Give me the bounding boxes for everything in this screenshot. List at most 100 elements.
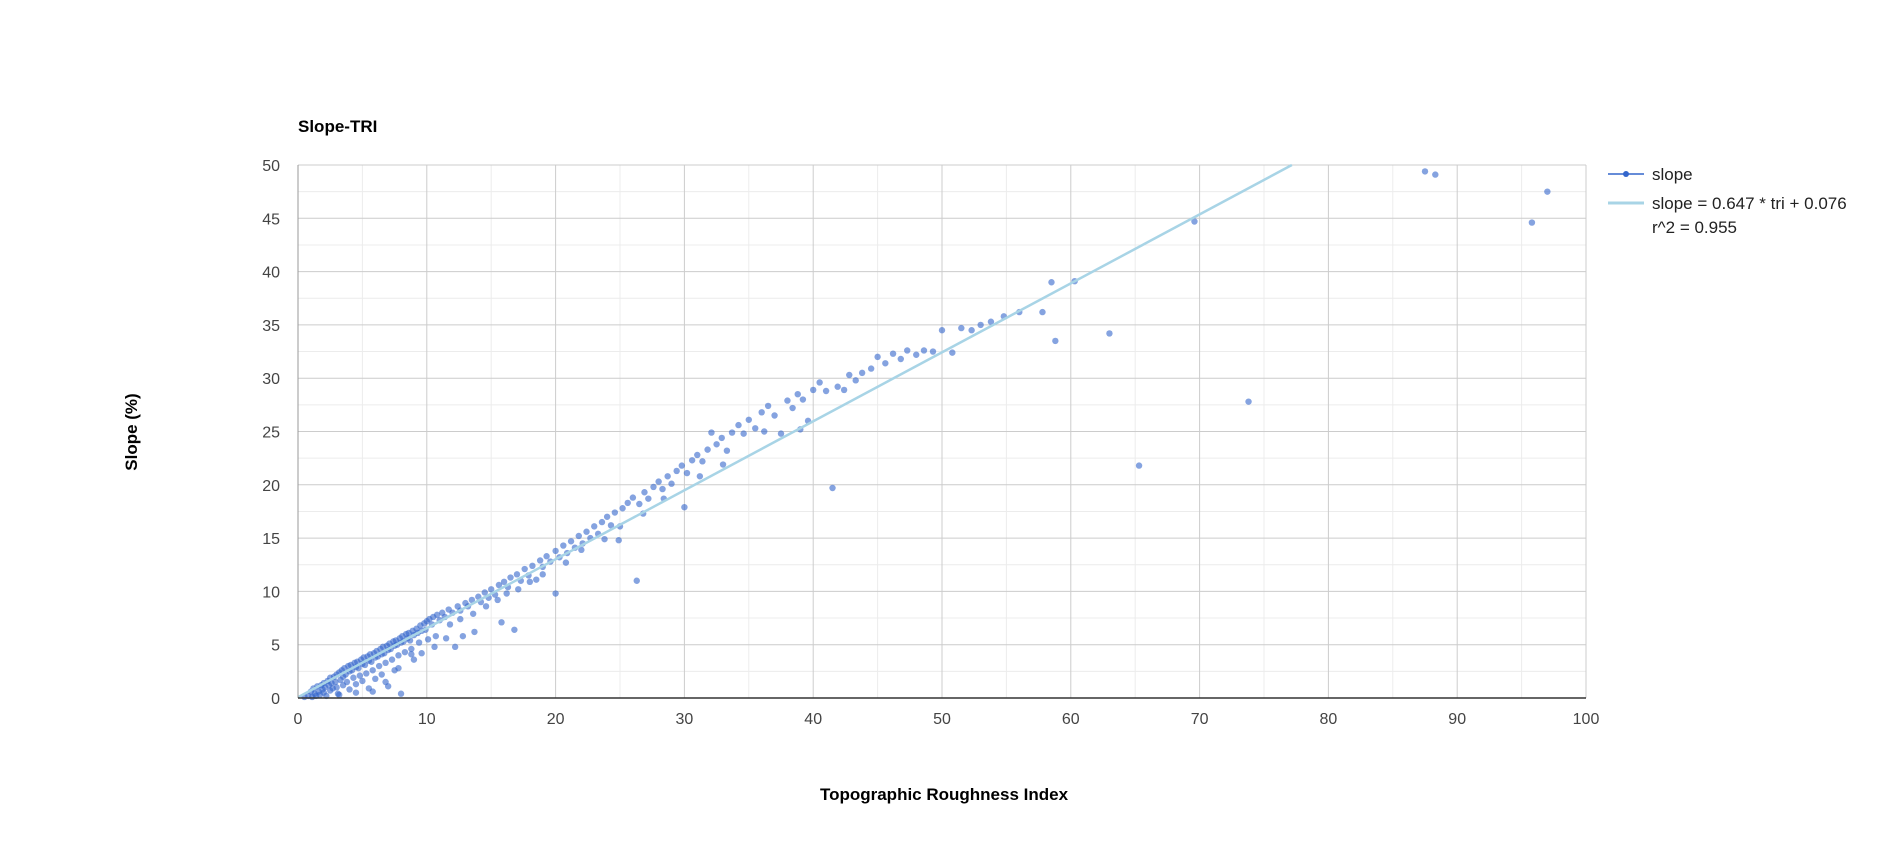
data-point[interactable] <box>822 387 830 395</box>
data-point[interactable] <box>601 535 608 543</box>
data-point[interactable] <box>938 327 946 334</box>
data-point[interactable] <box>867 365 875 372</box>
data-point[interactable] <box>560 542 567 549</box>
data-point[interactable] <box>1528 219 1536 226</box>
data-point[interactable] <box>784 397 791 404</box>
data-point[interactable] <box>369 688 376 695</box>
data-point[interactable] <box>745 416 752 423</box>
data-point[interactable] <box>433 611 441 619</box>
data-point[interactable] <box>382 659 389 667</box>
data-point[interactable] <box>481 589 488 596</box>
data-point[interactable] <box>552 590 559 597</box>
data-point[interactable] <box>583 528 590 535</box>
data-point[interactable] <box>718 434 725 442</box>
data-point[interactable] <box>375 662 383 670</box>
data-point[interactable] <box>352 689 360 696</box>
data-point[interactable] <box>874 353 881 361</box>
data-point[interactable] <box>468 596 476 604</box>
data-point[interactable] <box>591 523 598 530</box>
data-point[interactable] <box>471 628 478 636</box>
data-point[interactable] <box>424 636 432 643</box>
data-point[interactable] <box>1245 398 1252 405</box>
data-point[interactable] <box>777 430 785 437</box>
data-point[interactable] <box>457 615 464 623</box>
data-point[interactable] <box>735 421 742 429</box>
data-point[interactable] <box>575 532 582 540</box>
data-point[interactable] <box>372 675 379 683</box>
data-point[interactable] <box>603 513 611 520</box>
data-point[interactable] <box>356 672 364 679</box>
data-point[interactable] <box>858 369 866 377</box>
data-point[interactable] <box>494 596 501 604</box>
data-point[interactable] <box>977 321 984 329</box>
data-point[interactable] <box>968 327 975 334</box>
data-point[interactable] <box>913 351 920 358</box>
data-point[interactable] <box>673 467 680 475</box>
data-point[interactable] <box>401 648 409 656</box>
data-point[interactable] <box>761 428 768 435</box>
data-point[interactable] <box>615 537 622 544</box>
data-point[interactable] <box>382 678 389 686</box>
data-point[interactable] <box>350 674 357 681</box>
data-point[interactable] <box>696 473 704 480</box>
data-point[interactable] <box>352 680 360 688</box>
data-point[interactable] <box>840 386 848 394</box>
data-point[interactable] <box>451 643 459 651</box>
data-point[interactable] <box>704 446 711 453</box>
data-point[interactable] <box>469 610 477 617</box>
data-point[interactable] <box>752 425 759 432</box>
data-point[interactable] <box>1421 168 1429 175</box>
data-point[interactable] <box>633 577 640 584</box>
data-point[interactable] <box>758 409 765 416</box>
data-point[interactable] <box>846 371 853 379</box>
data-point[interactable] <box>629 494 637 501</box>
data-point[interactable] <box>678 462 686 469</box>
data-point[interactable] <box>688 457 696 464</box>
data-point[interactable] <box>446 621 454 628</box>
data-point[interactable] <box>929 348 937 355</box>
data-point[interactable] <box>650 483 657 491</box>
data-point[interactable] <box>713 441 720 448</box>
data-point[interactable] <box>408 651 415 658</box>
legend-item-slope[interactable]: slope <box>1608 165 1693 184</box>
data-point[interactable] <box>949 349 956 356</box>
data-point[interactable] <box>668 480 675 487</box>
data-point[interactable] <box>789 404 796 412</box>
data-point[interactable] <box>723 447 731 454</box>
data-point[interactable] <box>507 574 514 581</box>
data-point[interactable] <box>799 396 807 403</box>
data-point[interactable] <box>529 562 536 570</box>
data-point[interactable] <box>378 671 385 678</box>
data-point[interactable] <box>475 593 482 600</box>
data-point[interactable] <box>719 461 727 468</box>
data-point[interactable] <box>904 347 911 354</box>
data-point[interactable] <box>889 350 897 357</box>
data-point[interactable] <box>681 503 688 511</box>
data-point[interactable] <box>500 578 508 586</box>
data-point[interactable] <box>619 505 626 512</box>
data-point[interactable] <box>641 489 648 496</box>
data-point[interactable] <box>645 495 652 502</box>
data-point[interactable] <box>363 670 370 677</box>
data-point[interactable] <box>388 656 396 663</box>
legend-item-trendline[interactable]: slope = 0.647 * tri + 0.076 r^2 = 0.955 <box>1608 194 1847 237</box>
data-point[interactable] <box>346 686 353 693</box>
data-point[interactable] <box>882 360 889 367</box>
data-point[interactable] <box>708 429 715 436</box>
data-point[interactable] <box>359 677 366 685</box>
data-point[interactable] <box>607 522 615 529</box>
data-point[interactable] <box>442 635 450 642</box>
data-point[interactable] <box>852 377 859 384</box>
data-point[interactable] <box>543 553 550 560</box>
data-point[interactable] <box>526 578 534 586</box>
data-point[interactable] <box>415 639 423 646</box>
data-point[interactable] <box>1432 171 1439 178</box>
data-point[interactable] <box>1191 218 1198 225</box>
data-point[interactable] <box>1052 337 1059 345</box>
data-point[interactable] <box>611 509 619 516</box>
data-point[interactable] <box>567 538 575 545</box>
data-point[interactable] <box>431 643 438 651</box>
data-point[interactable] <box>562 559 570 566</box>
data-point[interactable] <box>920 347 928 354</box>
data-point[interactable] <box>810 386 817 394</box>
